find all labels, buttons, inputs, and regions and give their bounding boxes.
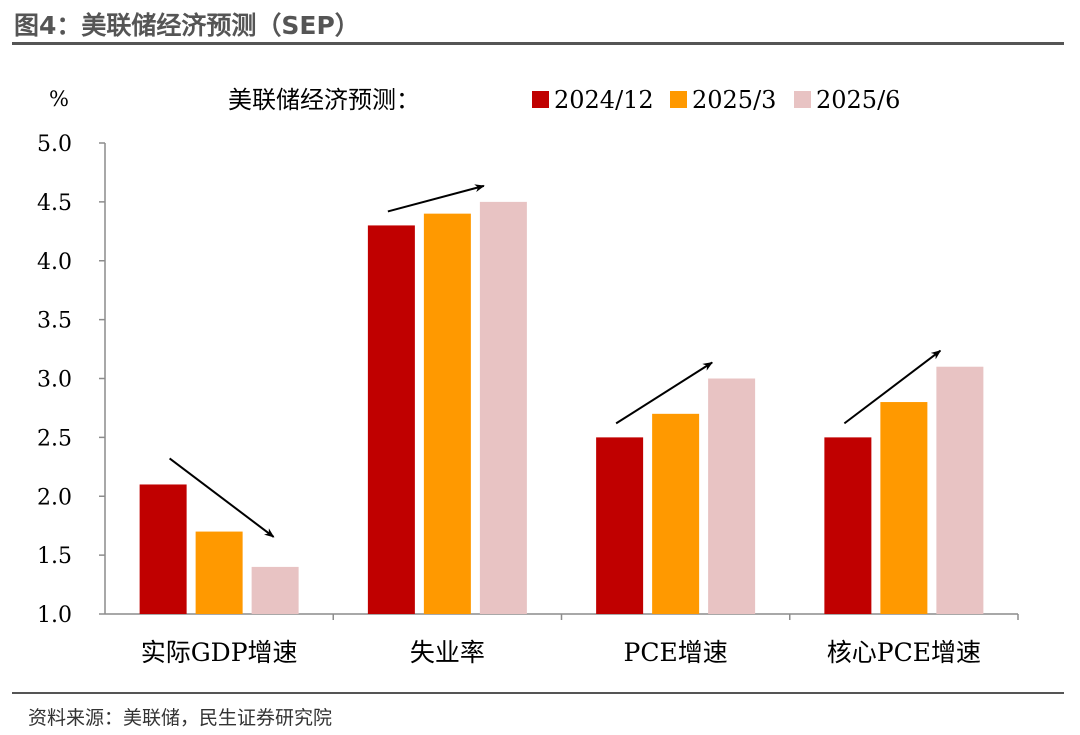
x-tick-label: 核心PCE增速	[827, 638, 981, 667]
title-rule	[12, 42, 1064, 45]
trend-arrow	[387, 184, 485, 213]
y-tick-label: 3.0	[37, 368, 72, 393]
y-tick-label: 1.5	[37, 544, 72, 569]
bar	[195, 531, 243, 614]
y-axis-unit: %	[49, 87, 69, 111]
y-tick-label: 4.5	[37, 191, 72, 216]
legend-label: 2025/6	[816, 86, 900, 114]
bar	[936, 366, 984, 614]
figure-title: 图4：美联储经济预测（SEP）	[14, 11, 360, 40]
bar	[367, 225, 415, 615]
y-tick-label: 2.0	[37, 485, 72, 510]
trend-arrow	[615, 361, 713, 425]
legend-title: 美联储经济预测：	[228, 86, 420, 114]
bar	[479, 201, 527, 614]
bar	[251, 566, 299, 614]
legend-swatch	[670, 91, 687, 108]
bar	[824, 437, 872, 614]
legend-swatch	[794, 91, 811, 108]
x-tick-label: PCE增速	[624, 638, 728, 667]
y-tick-label: 2.5	[37, 426, 72, 451]
trend-arrow	[169, 457, 275, 538]
y-tick-label: 4.0	[37, 250, 72, 275]
legend-swatch	[532, 91, 549, 108]
bar	[596, 437, 644, 614]
x-tick-label: 失业率	[410, 638, 485, 667]
bar	[652, 413, 700, 614]
legend-label: 2025/3	[692, 86, 776, 114]
bar	[423, 213, 471, 614]
bar	[880, 402, 928, 614]
source-note: 资料来源：美联储，民生证券研究院	[28, 707, 333, 729]
y-tick-label: 3.5	[37, 309, 72, 334]
bar	[139, 484, 187, 614]
y-tick-label: 1.0	[37, 603, 72, 628]
legend-label: 2024/12	[554, 86, 654, 114]
source-rule	[12, 692, 1064, 694]
y-tick-label: 5.0	[37, 132, 72, 157]
trend-arrow	[843, 349, 942, 425]
bar	[708, 378, 756, 614]
bar-chart: 1.0 1.5 2.0 2.5 3.0 3.5 4.0 4.5 5.0% 实际GDP增速 失业率 PC…	[37, 86, 1019, 667]
x-tick-label: 实际GDP增速	[141, 638, 298, 667]
